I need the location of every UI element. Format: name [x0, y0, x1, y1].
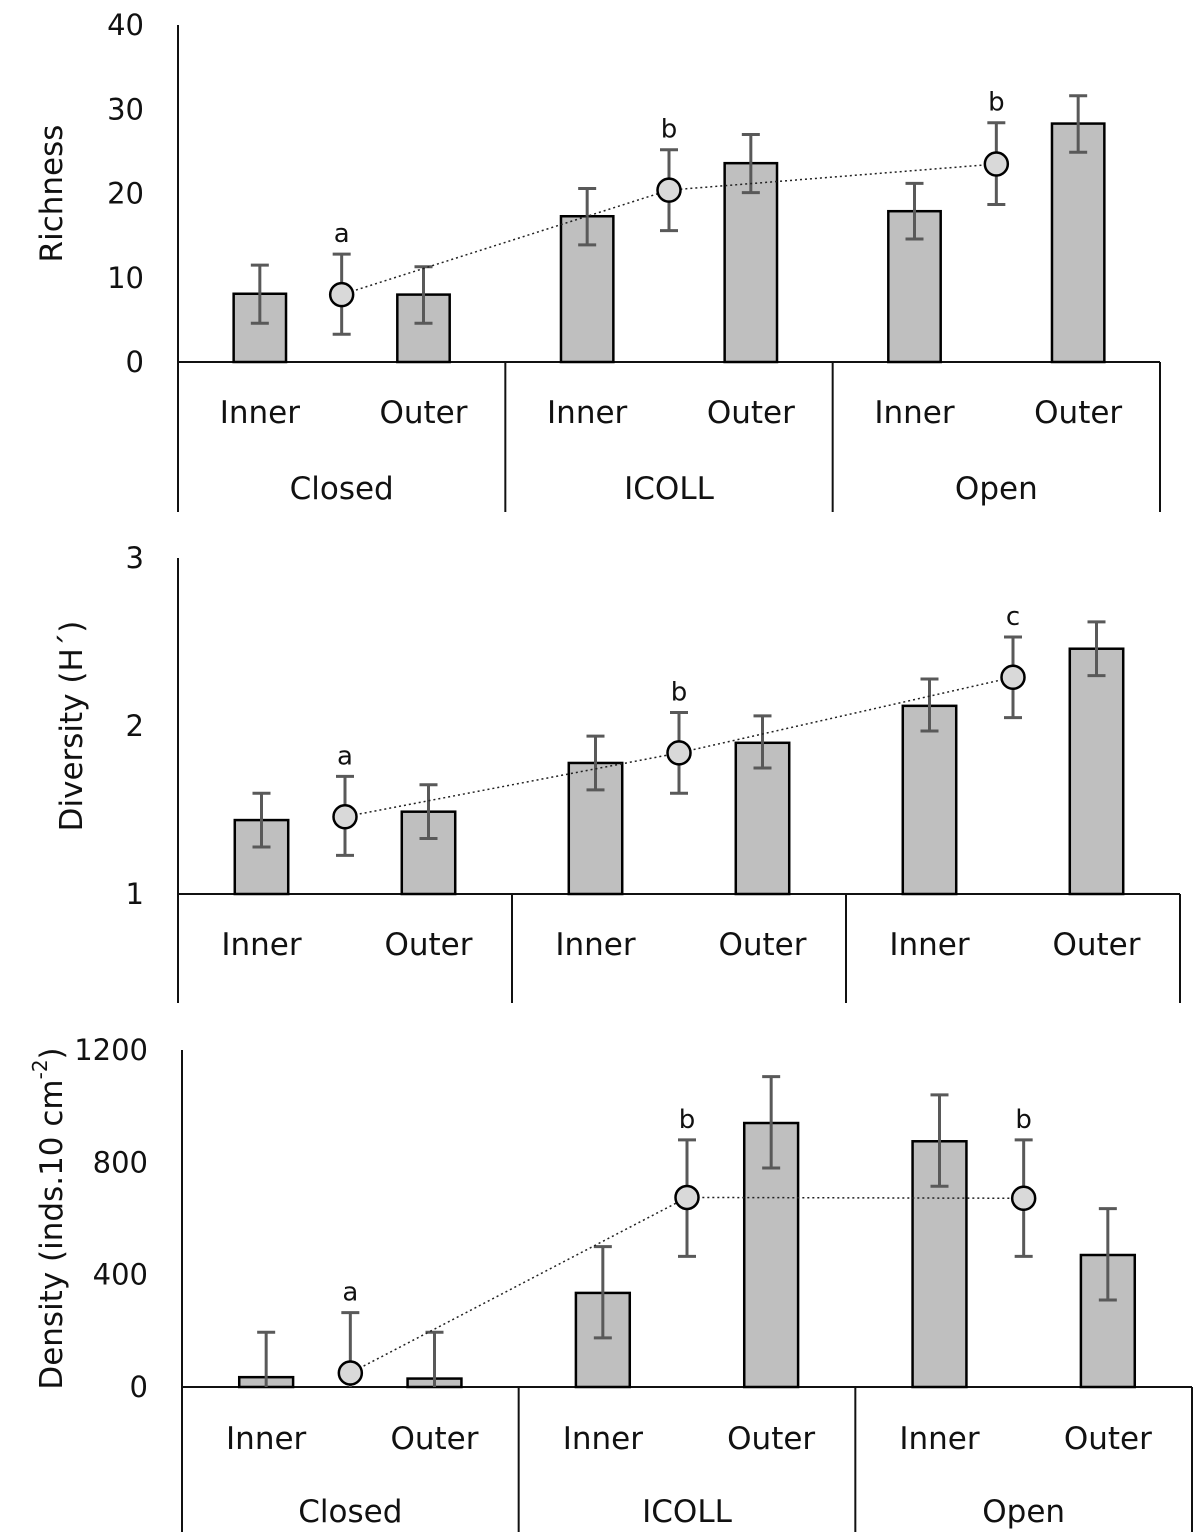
bar [723, 161, 779, 364]
y-axis-label-superscript: -2 [28, 1059, 52, 1079]
chart-panel: 1 2 3 Diversity (H´) Inner Outer Inner Outer Inn… [54, 541, 1181, 1003]
y-tick-label: 0 [130, 1370, 148, 1404]
x-subgroup-label: Inner [220, 395, 301, 431]
mean-point [337, 1360, 364, 1386]
x-subgroup-label: Outer [718, 927, 806, 963]
mean-point [674, 1184, 700, 1211]
mean-trend-line [349, 1196, 1024, 1374]
mean-point [666, 740, 692, 766]
y-tick-label: 2 [126, 709, 144, 743]
significance-letter: b [679, 1105, 696, 1135]
x-subgroup-label: Outer [1064, 1421, 1152, 1457]
x-subgroup-label: Outer [707, 395, 795, 431]
bar [901, 704, 958, 896]
mean-point [1000, 664, 1026, 691]
x-subgroup-label: Inner [899, 1421, 980, 1457]
y-tick-label: 3 [126, 541, 144, 575]
y-tick-label: 1200 [74, 1033, 148, 1067]
significance-letter: b [671, 678, 688, 708]
significance-letter: a [337, 741, 353, 771]
x-subgroup-label: Inner [226, 1421, 307, 1457]
x-group-label: ICOLL [642, 1494, 732, 1530]
mean-point [328, 281, 355, 308]
y-tick-label: 30 [107, 92, 144, 126]
x-group-label: Closed [290, 471, 394, 507]
y-tick-label: 800 [93, 1145, 148, 1179]
bar [1079, 1253, 1137, 1389]
x-subgroup-label: Outer [390, 1421, 478, 1457]
x-group-label: Open [955, 471, 1038, 507]
y-tick-label: 10 [107, 261, 144, 295]
mean-point [332, 803, 358, 830]
bar [1068, 647, 1125, 896]
x-subgroup-label: Inner [889, 927, 970, 963]
significance-letter: b [661, 115, 678, 145]
x-subgroup-label: Inner [221, 927, 302, 963]
y-axis-label: Density (inds.10 cm-2) [28, 1047, 70, 1389]
x-group-label: Open [982, 1494, 1065, 1530]
x-subgroup-label: Outer [1052, 927, 1140, 963]
y-axis-label: Richness [34, 125, 70, 263]
x-subgroup-label: Outer [727, 1421, 815, 1457]
y-tick-label: 1 [126, 877, 144, 911]
y-tick-label: 40 [107, 8, 144, 42]
mean-point [983, 151, 1010, 177]
mean-point [1010, 1185, 1037, 1212]
x-subgroup-label: Inner [547, 395, 628, 431]
significance-letter: c [1006, 602, 1020, 632]
y-tick-label: 0 [126, 345, 144, 379]
x-subgroup-label: Inner [874, 395, 955, 431]
x-group-label: ICOLL [624, 471, 714, 507]
y-tick-label: 20 [107, 177, 144, 211]
x-subgroup-label: Outer [379, 395, 467, 431]
y-axis-label: Diversity (H´) [54, 621, 90, 832]
mean-point [656, 177, 682, 203]
x-group-label: Closed [298, 1494, 402, 1530]
significance-letter: a [342, 1278, 358, 1308]
x-subgroup-label: Outer [1034, 395, 1122, 431]
x-subgroup-label: Inner [555, 927, 636, 963]
x-subgroup-label: Outer [384, 927, 472, 963]
chart-panel: 0 10 20 30 40 Richness Inner Outer Closed Inner Ou… [34, 8, 1161, 512]
significance-letter: a [334, 219, 350, 249]
significance-letter: b [988, 88, 1005, 118]
y-tick-label: 400 [93, 1258, 148, 1292]
bar [1050, 122, 1106, 364]
significance-letter: b [1015, 1105, 1032, 1135]
x-subgroup-label: Inner [563, 1421, 644, 1457]
